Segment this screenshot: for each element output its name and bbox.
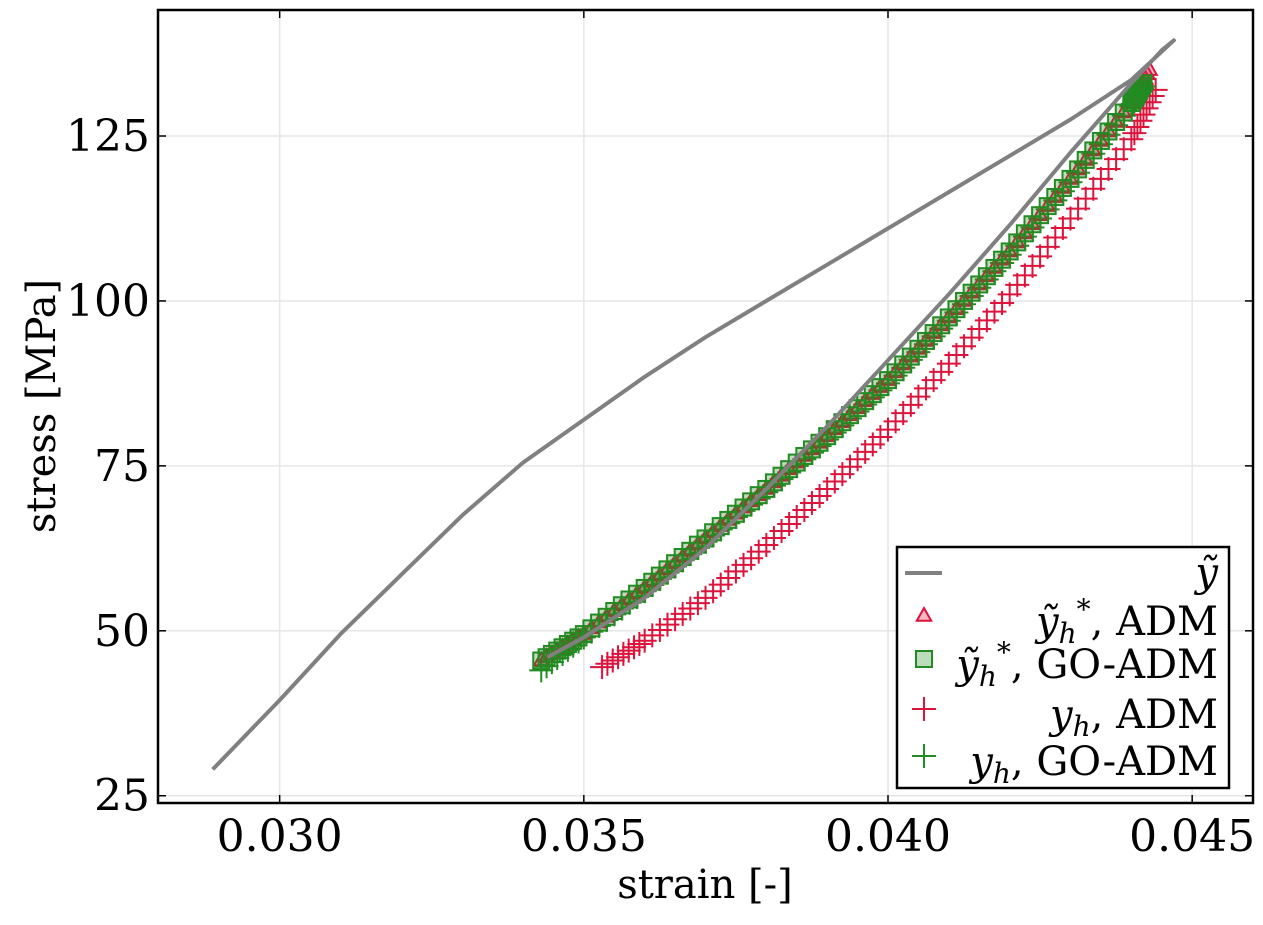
y-tick-label: 25: [94, 771, 150, 822]
y-tick-labels: 25 50 75 100 125: [66, 111, 150, 822]
square-marker: [915, 650, 933, 668]
x-axis-label: strain [-]: [617, 862, 793, 908]
grid-lines: [158, 10, 1253, 803]
y-tick-label: 125: [66, 111, 150, 162]
legend-label: ỹh*, GO-ADM: [954, 636, 1218, 693]
legend-item: ỹ: [905, 550, 1219, 596]
x-tick-labels: 0.030 0.035 0.040 0.045: [217, 811, 1255, 862]
x-tick-label: 0.045: [1129, 811, 1255, 862]
legend-label: yh, ADM: [1048, 692, 1218, 743]
plot-area: [211, 38, 1176, 771]
series-3: [590, 77, 1168, 680]
y-tick-label: 75: [94, 441, 150, 492]
y-tick-label: 50: [94, 606, 150, 657]
x-tick-label: 0.030: [217, 811, 343, 862]
legend-item: yh, GO-ADM: [912, 739, 1218, 790]
y-tick-label: 100: [66, 276, 150, 327]
x-tick-label: 0.035: [521, 811, 647, 862]
legend-item: ỹh*, GO-ADM: [915, 636, 1218, 693]
legend-label: ỹ: [1193, 550, 1219, 596]
reference-curve: [211, 38, 1176, 771]
legend-label: yh, GO-ADM: [968, 739, 1218, 790]
square-marker: [1134, 74, 1153, 93]
legend-box: [895, 545, 1231, 790]
x-tick-label: 0.040: [825, 811, 951, 862]
square-marker: [1132, 76, 1151, 95]
legend-item: ỹh*, ADM: [915, 593, 1218, 650]
legend-label: ỹh*, ADM: [1034, 593, 1218, 650]
series-0: [211, 38, 1176, 771]
plot-frame: [156, 8, 1255, 805]
y-axis-label: stress [MPa]: [19, 279, 65, 533]
legend-item: yh, ADM: [912, 692, 1218, 743]
triangle-marker: [915, 605, 933, 622]
axis-ticks: [158, 10, 1253, 803]
